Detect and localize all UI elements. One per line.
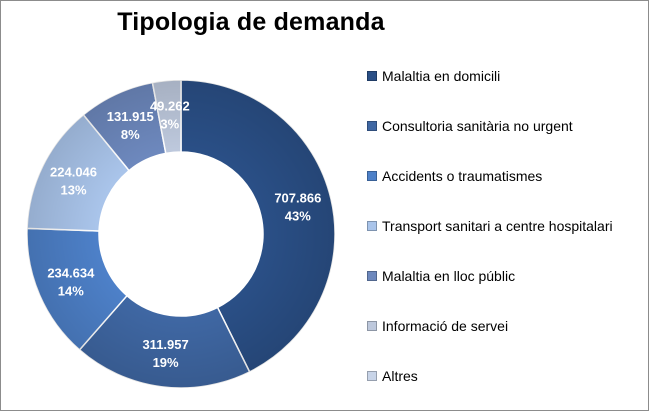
legend-label: Malaltia en lloc públic (382, 268, 516, 284)
slice-value-label: 131.915 (107, 109, 154, 124)
legend-item: Malaltia en lloc públic (367, 267, 515, 285)
slice-percent-label: 14% (58, 284, 84, 299)
legend-item: Accidents o traumatismes (367, 167, 542, 185)
legend-item: Altres (367, 367, 418, 385)
legend-swatch (367, 371, 377, 381)
slice-percent-label: 13% (61, 183, 87, 198)
slice-percent-label: 3% (160, 117, 179, 132)
legend-swatch (367, 71, 377, 81)
legend-item: Informació de servei (367, 317, 508, 335)
slice-value-label: 49.262 (150, 99, 190, 114)
slice-percent-label: 19% (153, 355, 179, 370)
chart-title: Tipologia de demanda (117, 8, 385, 36)
slice-value-label: 224.046 (50, 165, 97, 180)
legend-label: Altres (382, 368, 418, 384)
legend-label: Malaltia en domicili (382, 68, 501, 84)
doughnut-hole (99, 152, 263, 316)
legend-swatch (367, 171, 377, 181)
slice-value-label: 311.957 (142, 337, 188, 352)
slice-value-label: 234.634 (47, 266, 95, 281)
legend-swatch (367, 321, 377, 331)
legend-label: Accidents o traumatismes (382, 168, 543, 184)
legend-label: Transport sanitari a centre hospitalari (382, 218, 613, 234)
legend-swatch (367, 221, 377, 231)
legend-swatch (367, 121, 377, 131)
slice-percent-label: 43% (285, 209, 311, 224)
legend-label: Informació de servei (382, 318, 509, 334)
slice-percent-label: 8% (121, 127, 140, 142)
legend-swatch (367, 271, 377, 281)
legend-item: Malaltia en domicili (367, 67, 500, 85)
legend-item: Consultoria sanitària no urgent (367, 117, 573, 135)
legend-item: Transport sanitari a centre hospitalari (367, 217, 613, 235)
legend-label: Consultoria sanitària no urgent (382, 118, 573, 134)
slice-value-label: 707.866 (274, 191, 321, 206)
